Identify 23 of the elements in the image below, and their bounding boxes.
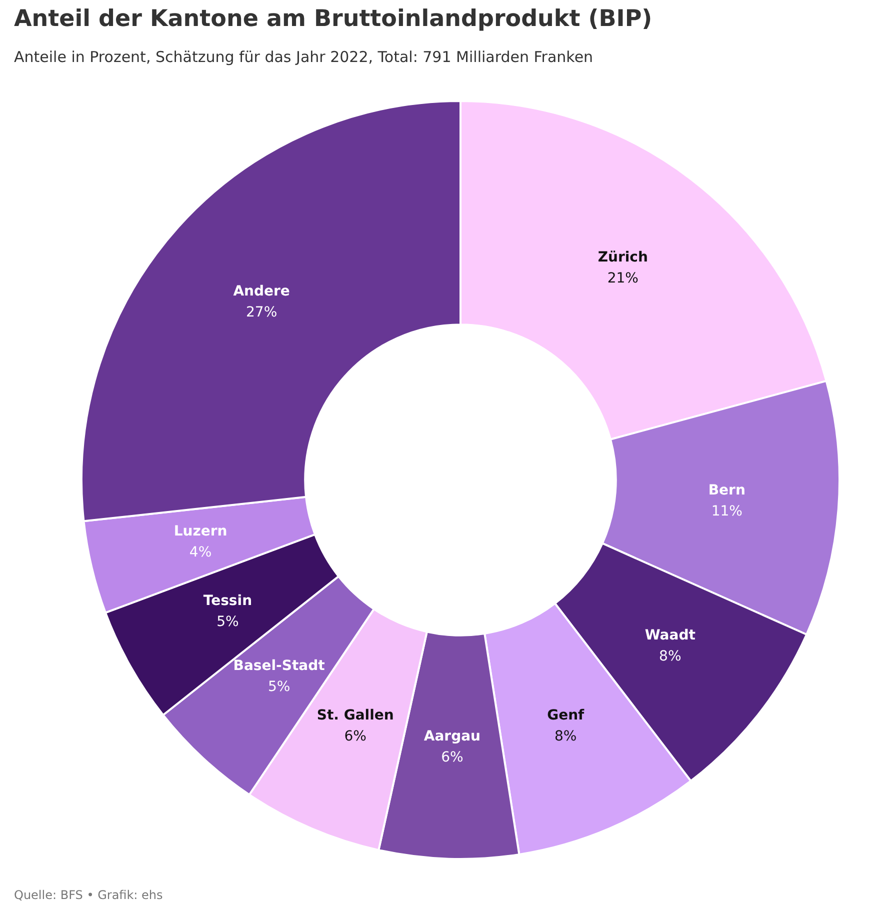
source-note: Quelle: BFS • Grafik: ehs <box>14 888 163 902</box>
data-label: 21% <box>607 270 638 286</box>
data-label: 8% <box>659 648 682 664</box>
data-label: 27% <box>246 304 278 320</box>
chart-subtitle: Anteile in Prozent, Schätzung für das Jahr 2022, Total: 791 Milliarden Franken <box>14 48 594 66</box>
slice-label: Tessin <box>203 592 252 609</box>
chart-title: Anteil der Kantone am Bruttoinlandprodukt (BIP) <box>14 6 652 32</box>
slice-label: Andere <box>233 283 290 300</box>
slice-label: Basel-Stadt <box>233 658 326 674</box>
slice-label: Aargau <box>424 728 481 745</box>
data-label: 8% <box>554 728 577 744</box>
slice-label: Bern <box>708 482 746 498</box>
data-label: 5% <box>216 614 239 630</box>
slice-label: Waadt <box>644 627 696 644</box>
data-label: 6% <box>344 728 366 744</box>
slice-label: Luzern <box>174 523 228 540</box>
slice-label: Zürich <box>598 249 648 266</box>
data-label: 5% <box>268 678 290 695</box>
data-label: 11% <box>711 503 742 520</box>
data-label: 4% <box>189 544 212 560</box>
slice-label: St. Gallen <box>316 707 394 724</box>
data-label: 6% <box>441 750 464 766</box>
slice-label: Genf <box>547 707 586 724</box>
